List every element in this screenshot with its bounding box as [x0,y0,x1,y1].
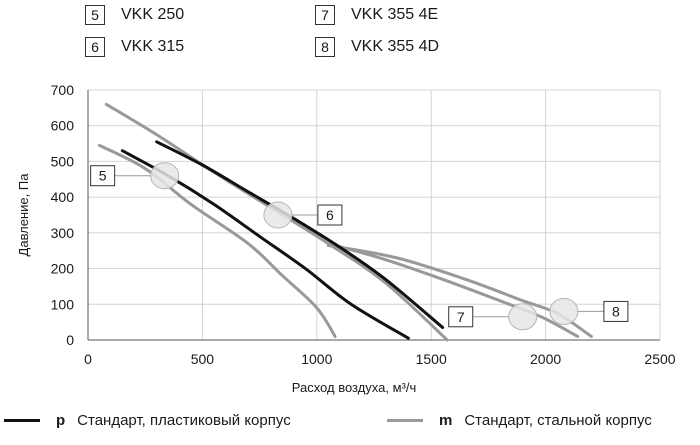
x-tick-label: 1000 [301,351,332,367]
model-legend-item-8: 8 VKK 355 4D [315,37,439,57]
model-number-box: 8 [315,37,335,57]
annotation-box [317,204,343,226]
annotation-label: 7 [457,309,465,325]
series-line-5-m [97,143,337,338]
x-tick-label: 1500 [416,351,447,367]
annotation-box [90,165,116,187]
x-tick-label: 0 [84,351,92,367]
annotation-marker [263,201,293,229]
model-legend-item-7: 7 VKK 355 4E [315,5,438,25]
annotation-label: 8 [612,303,620,319]
y-axis-title: Давление, Па [16,173,31,257]
casing-code: p [56,412,66,429]
casing-label: Стандарт, пластиковый корпус [77,412,291,429]
casing-legend-item-plastic: p Стандарт, пластиковый корпус [4,412,291,429]
casing-legend-item-steel: m Стандарт, стальной корпус [387,412,652,429]
x-tick-label: 2500 [644,351,675,367]
y-tick-label: 600 [51,118,75,134]
x-axis-title: Расход воздуха, м³/ч [292,380,417,395]
model-legend-item-6: 6 VKK 315 [85,37,184,57]
annotation-marker [150,162,180,190]
y-tick-label: 700 [51,82,75,98]
line-swatch [4,419,40,422]
annotation-marker [508,303,538,331]
casing-legend: p Стандарт, пластиковый корпус m Стандар… [0,412,700,440]
annotation-marker [549,297,579,325]
casing-label: Стандарт, стальной корпус [464,412,652,429]
model-name: VKK 355 4D [351,38,440,55]
annotation-box [448,306,474,328]
series-line-6-p [155,140,445,329]
casing-code: m [439,412,453,429]
annotation-box [603,300,629,322]
model-number-box: 5 [85,5,105,25]
y-tick-label: 0 [66,332,74,348]
model-name: VKK 355 4E [351,6,439,23]
model-number-box: 7 [315,5,335,25]
model-name: VKK 315 [121,38,185,55]
x-tick-label: 2000 [530,351,561,367]
annotation-label: 5 [99,168,107,184]
chart-plot: 0 100 200 300 400 500 600 700 0 500 1000 1500 2000 25… [16,82,676,395]
model-name: VKK 250 [121,6,185,23]
y-tick-label: 500 [51,153,75,169]
y-tick-label: 200 [51,261,75,277]
y-tick-label: 100 [51,296,75,312]
series-line-7-m [326,242,580,338]
model-legend-item-5: 5 VKK 250 [85,5,184,25]
annotation-label: 6 [326,207,334,223]
line-swatch [387,419,423,422]
x-tick-label: 500 [191,351,215,367]
y-tick-label: 300 [51,225,75,241]
y-tick-label: 400 [51,189,75,205]
model-number-box: 6 [85,37,105,57]
